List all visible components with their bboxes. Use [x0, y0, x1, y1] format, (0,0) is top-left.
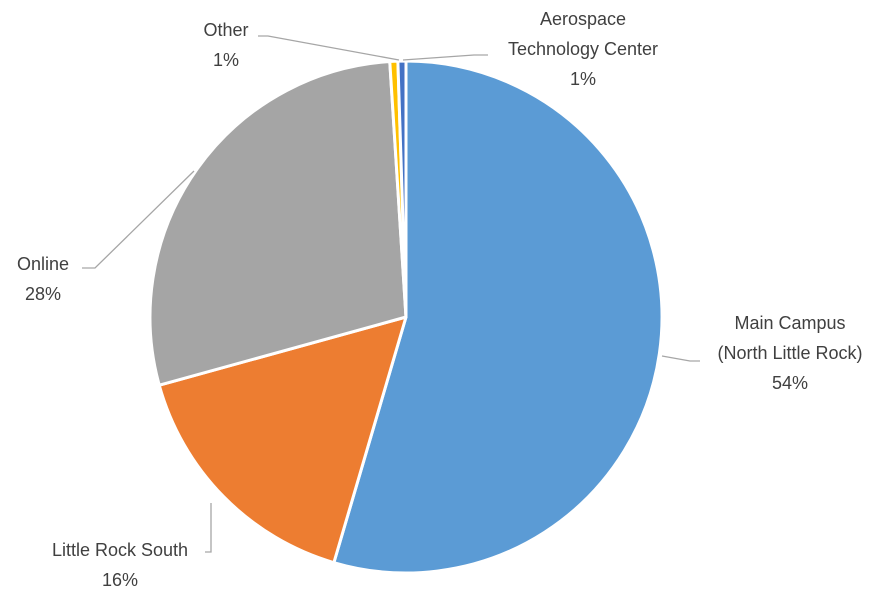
leader-other	[258, 35, 400, 61]
aerospace-percent: 1%	[570, 69, 596, 89]
pie-slice-little-rock-south	[157, 315, 408, 565]
aerospace-label-line-2: Technology Center	[508, 39, 658, 59]
main-campus-label-line-2: (North Little Rock)	[717, 343, 862, 363]
main-campus-percent: 54%	[772, 373, 808, 393]
leader-lines	[82, 35, 700, 553]
leader-aerospace	[402, 54, 488, 61]
online-label: Online	[17, 254, 69, 274]
data-label-little-rock-south: Little Rock South 16%	[52, 540, 188, 590]
leader-main-campus	[661, 355, 700, 362]
leader-little-rock-south	[205, 503, 212, 553]
pie-slice-aerospace-technology-center	[396, 59, 408, 319]
aerospace-label-line-1: Aerospace	[540, 9, 626, 29]
other-label: Other	[203, 20, 248, 40]
other-percent: 1%	[213, 50, 239, 70]
data-label-other: Other 1%	[203, 20, 248, 70]
pie-slices	[148, 59, 664, 575]
pie-slice-online	[148, 60, 408, 387]
data-label-online: Online 28%	[17, 254, 69, 304]
leader-online	[82, 170, 195, 269]
little-rock-south-label: Little Rock South	[52, 540, 188, 560]
little-rock-south-percent: 16%	[102, 570, 138, 590]
main-campus-label-line-1: Main Campus	[734, 313, 845, 333]
data-label-aerospace: Aerospace Technology Center 1%	[508, 9, 658, 89]
data-label-main-campus: Main Campus (North Little Rock) 54%	[717, 313, 862, 393]
online-percent: 28%	[25, 284, 61, 304]
pie-slice-main-campus-north-little-rock	[332, 59, 664, 575]
